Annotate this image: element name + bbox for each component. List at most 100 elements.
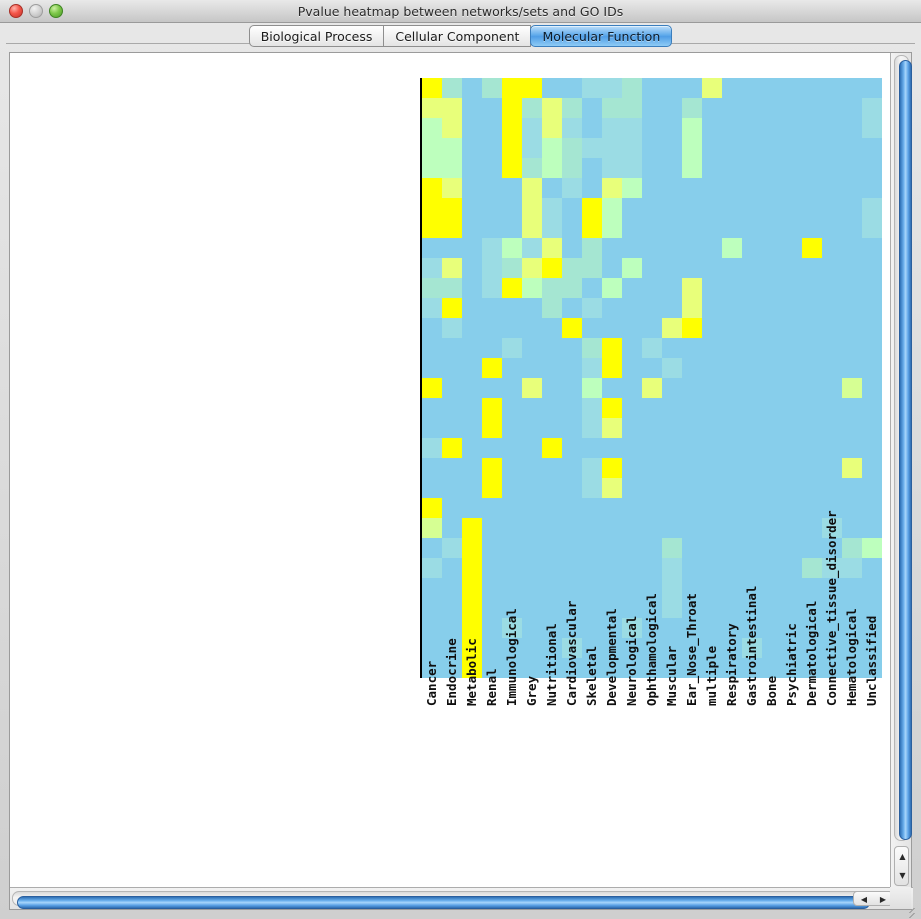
heatmap-cell[interactable] xyxy=(502,98,522,118)
heatmap-cell[interactable] xyxy=(642,78,662,98)
heatmap-cell[interactable] xyxy=(842,258,862,278)
heatmap-cell[interactable] xyxy=(622,158,642,178)
heatmap-cell[interactable] xyxy=(422,338,442,358)
heatmap-cell[interactable] xyxy=(862,358,882,378)
heatmap-cell[interactable] xyxy=(742,158,762,178)
heatmap-cell[interactable] xyxy=(782,78,802,98)
heatmap-cell[interactable] xyxy=(422,458,442,478)
heatmap-cell[interactable] xyxy=(802,98,822,118)
heatmap-cell[interactable] xyxy=(742,598,762,618)
heatmap-cell[interactable] xyxy=(862,418,882,438)
heatmap-cell[interactable] xyxy=(562,358,582,378)
heatmap-cell[interactable] xyxy=(862,378,882,398)
heatmap-cell[interactable] xyxy=(742,578,762,598)
heatmap-cell[interactable] xyxy=(642,278,662,298)
heatmap-cell[interactable] xyxy=(522,538,542,558)
heatmap-cell[interactable] xyxy=(422,598,442,618)
heatmap-cell[interactable] xyxy=(442,238,462,258)
heatmap-cell[interactable] xyxy=(462,298,482,318)
heatmap-cell[interactable] xyxy=(722,618,742,638)
heatmap-cell[interactable] xyxy=(662,98,682,118)
heatmap-cell[interactable] xyxy=(482,118,502,138)
heatmap-cell[interactable] xyxy=(462,118,482,138)
heatmap-cell[interactable] xyxy=(442,578,462,598)
heatmap-cell[interactable] xyxy=(422,118,442,138)
heatmap-cell[interactable] xyxy=(462,138,482,158)
heatmap-cell[interactable] xyxy=(482,178,502,198)
heatmap-cell[interactable] xyxy=(842,618,862,638)
heatmap-cell[interactable] xyxy=(842,178,862,198)
heatmap-cell[interactable] xyxy=(642,418,662,438)
heatmap-cell[interactable] xyxy=(522,618,542,638)
heatmap-cell[interactable] xyxy=(802,658,822,678)
heatmap-cell[interactable] xyxy=(462,398,482,418)
heatmap-cell[interactable] xyxy=(602,218,622,238)
heatmap-cell[interactable] xyxy=(742,98,762,118)
heatmap-cell[interactable] xyxy=(582,578,602,598)
heatmap-cell[interactable] xyxy=(762,478,782,498)
heatmap-cell[interactable] xyxy=(862,578,882,598)
heatmap-cell[interactable] xyxy=(702,178,722,198)
heatmap-cell[interactable] xyxy=(602,98,622,118)
horizontal-scroll-track[interactable] xyxy=(12,891,872,909)
heatmap-cell[interactable] xyxy=(822,398,842,418)
heatmap-cell[interactable] xyxy=(862,338,882,358)
heatmap-cell[interactable] xyxy=(742,78,762,98)
heatmap-cell[interactable] xyxy=(782,278,802,298)
tab-molecular-function[interactable]: Molecular Function xyxy=(530,25,673,47)
heatmap-cell[interactable] xyxy=(702,158,722,178)
heatmap-grid[interactable] xyxy=(420,78,882,678)
heatmap-cell[interactable] xyxy=(862,438,882,458)
heatmap-cell[interactable] xyxy=(622,138,642,158)
heatmap-cell[interactable] xyxy=(522,198,542,218)
heatmap-cell[interactable] xyxy=(702,138,722,158)
heatmap-cell[interactable] xyxy=(622,638,642,658)
heatmap-cell[interactable] xyxy=(642,158,662,178)
heatmap-cell[interactable] xyxy=(582,258,602,278)
heatmap-cell[interactable] xyxy=(462,498,482,518)
heatmap-cell[interactable] xyxy=(562,538,582,558)
heatmap-cell[interactable] xyxy=(822,358,842,378)
heatmap-cell[interactable] xyxy=(862,78,882,98)
heatmap-cell[interactable] xyxy=(602,578,622,598)
heatmap-cell[interactable] xyxy=(742,538,762,558)
heatmap-cell[interactable] xyxy=(862,98,882,118)
heatmap-cell[interactable] xyxy=(862,198,882,218)
resize-grip-icon[interactable] xyxy=(905,904,919,918)
heatmap-cell[interactable] xyxy=(622,418,642,438)
heatmap-cell[interactable] xyxy=(582,558,602,578)
heatmap-cell[interactable] xyxy=(722,498,742,518)
heatmap-cell[interactable] xyxy=(702,358,722,378)
heatmap-cell[interactable] xyxy=(702,638,722,658)
heatmap-cell[interactable] xyxy=(582,178,602,198)
heatmap-cell[interactable] xyxy=(702,238,722,258)
heatmap-cell[interactable] xyxy=(562,318,582,338)
heatmap-cell[interactable] xyxy=(822,498,842,518)
heatmap-cell[interactable] xyxy=(422,638,442,658)
heatmap-cell[interactable] xyxy=(762,378,782,398)
heatmap-cell[interactable] xyxy=(842,158,862,178)
heatmap-cell[interactable] xyxy=(822,558,842,578)
heatmap-cell[interactable] xyxy=(582,238,602,258)
minimize-icon[interactable] xyxy=(29,4,43,18)
heatmap-cell[interactable] xyxy=(822,78,842,98)
heatmap-cell[interactable] xyxy=(562,138,582,158)
heatmap-cell[interactable] xyxy=(742,278,762,298)
heatmap-cell[interactable] xyxy=(502,78,522,98)
heatmap-cell[interactable] xyxy=(522,378,542,398)
heatmap-cell[interactable] xyxy=(582,638,602,658)
heatmap-cell[interactable] xyxy=(422,318,442,338)
heatmap-cell[interactable] xyxy=(562,118,582,138)
heatmap-cell[interactable] xyxy=(682,418,702,438)
heatmap-cell[interactable] xyxy=(682,318,702,338)
heatmap-cell[interactable] xyxy=(482,258,502,278)
heatmap-cell[interactable] xyxy=(462,438,482,458)
heatmap-cell[interactable] xyxy=(462,618,482,638)
heatmap-cell[interactable] xyxy=(482,458,502,478)
heatmap-cell[interactable] xyxy=(522,338,542,358)
heatmap-cell[interactable] xyxy=(622,298,642,318)
tab-cellular-component[interactable]: Cellular Component xyxy=(384,25,532,47)
heatmap-cell[interactable] xyxy=(782,378,802,398)
heatmap-cell[interactable] xyxy=(602,118,622,138)
heatmap-cell[interactable] xyxy=(622,278,642,298)
